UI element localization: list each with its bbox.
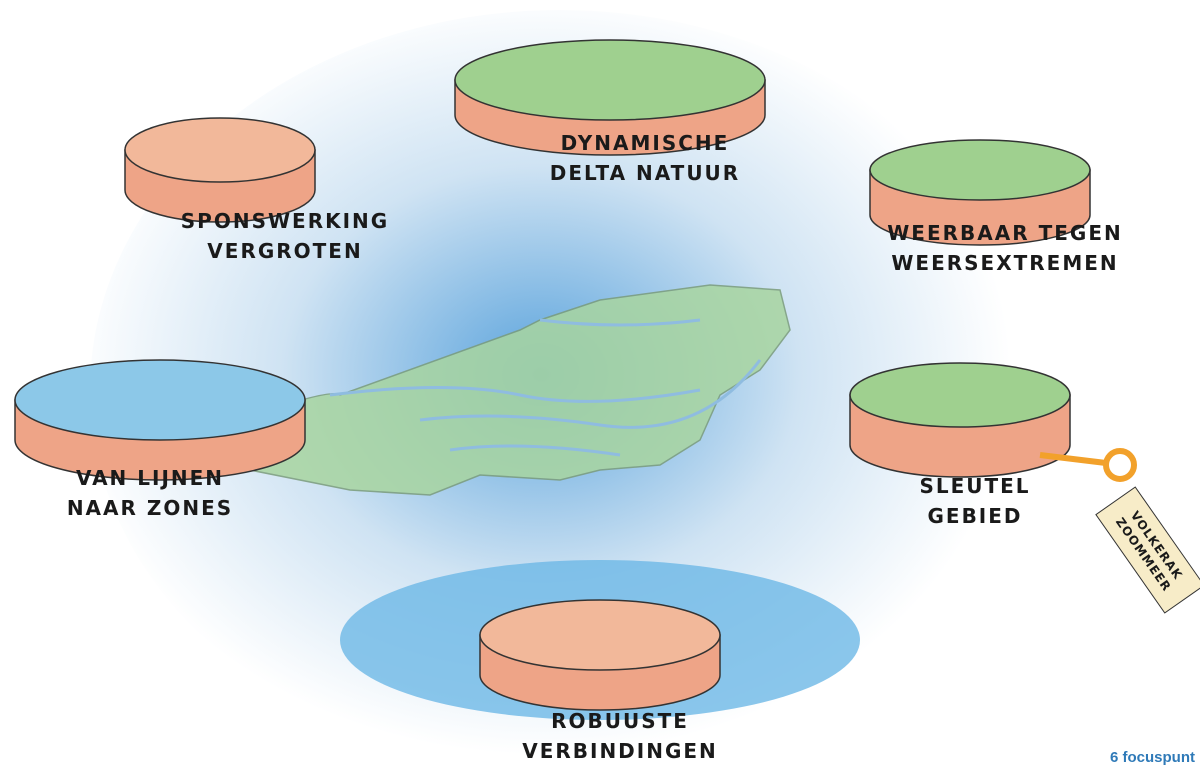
disc-top <box>454 39 766 121</box>
node-label: GEBIED <box>927 504 1022 528</box>
node-label: SPONSWERKING <box>181 209 389 233</box>
disc-top <box>14 359 306 441</box>
waterways <box>329 318 762 457</box>
node-label: WEERSEXTREMEN <box>891 251 1118 275</box>
node-label: DYNAMISCHE <box>561 131 730 155</box>
disc-top <box>479 599 721 671</box>
disc-top <box>869 139 1091 201</box>
disc-top <box>849 362 1071 428</box>
footer: 6 focuspunt <box>1110 749 1195 766</box>
node-label: ROBUUSTE <box>551 709 689 733</box>
node-label: VAN LIJNEN <box>76 466 224 490</box>
node-label: SLEUTEL <box>919 474 1030 498</box>
node-label: DELTA NATUUR <box>550 161 740 185</box>
key <box>1103 448 1137 482</box>
node-label: VERBINDINGEN <box>522 739 718 763</box>
node-label: NAAR ZONES <box>67 496 233 520</box>
discs <box>14 39 1091 720</box>
key-shaft <box>1039 452 1107 466</box>
node-label: VERGROTEN <box>207 239 362 263</box>
tag-card <box>1095 486 1200 614</box>
disc-top <box>124 117 316 183</box>
node-label: WEERBAAR TEGEN <box>887 221 1122 245</box>
